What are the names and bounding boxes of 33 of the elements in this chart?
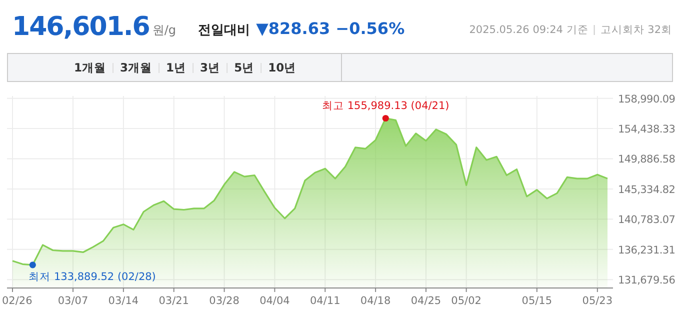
text: 5년 (234, 60, 254, 74)
x-tick-label: 05/23 (582, 295, 613, 307)
x-tick-label: 03/07 (58, 295, 88, 307)
text: 3년 (200, 60, 220, 74)
x-tick-label: 03/28 (209, 295, 240, 307)
text: 1년 (166, 60, 186, 74)
text: 10년 (268, 60, 296, 74)
text: 1개월 (74, 60, 106, 74)
y-tick-label: 149,886.58 (618, 154, 676, 166)
x-tick-label: 04/04 (260, 295, 290, 307)
text: 2025.05.26 09:24 기준 (469, 24, 588, 36)
text: 3개월 (120, 60, 152, 74)
text: 원/g (152, 23, 176, 37)
annotation: 최저 133,889.52 (02/28) (28, 270, 156, 283)
x-tick-label: 04/25 (410, 295, 442, 307)
text: 고시회차 32회 (600, 24, 672, 36)
text: ▼828.63 −0.56% (256, 19, 405, 38)
y-tick-label: 136,231.31 (618, 244, 676, 256)
y-tick-label: 131,679.56 (618, 274, 676, 287)
y-tick-label: 145,334.82 (618, 184, 676, 196)
x-tick-label: 03/14 (108, 295, 139, 307)
x-tick-label: 02/26 (2, 295, 33, 307)
x-tick-label: 03/21 (158, 295, 189, 307)
y-tick-label: 140,783.07 (618, 214, 676, 226)
y-tick-label: 154,438.33 (618, 124, 676, 136)
x-tick-label: 05/15 (522, 295, 552, 307)
chart-title: 146,601.6 (12, 12, 150, 42)
x-tick-label: 04/18 (360, 295, 391, 307)
annotation: 최고 155,989.13 (04/21) (322, 100, 450, 112)
x-tick-label: 05/02 (451, 295, 482, 307)
y-tick-label: 158,990.09 (618, 93, 676, 106)
text: 전일대비 (198, 23, 250, 38)
x-tick-label: 04/11 (310, 295, 340, 307)
